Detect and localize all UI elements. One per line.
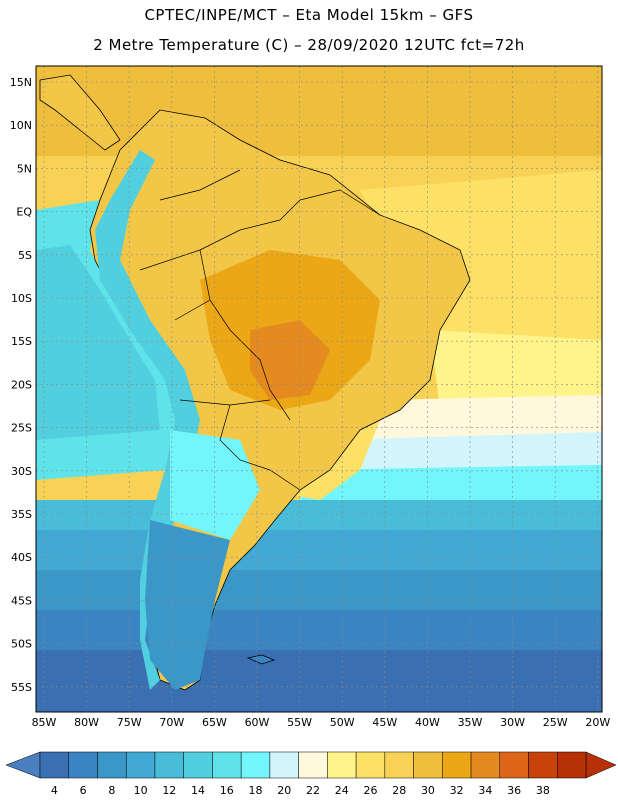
- colorbar-swatch: [97, 751, 127, 779]
- colorbar-swatch: [327, 751, 357, 779]
- latitude-label: 30S: [11, 465, 32, 478]
- colorbar-tick-label: 18: [249, 784, 263, 797]
- latitude-labels: 15N 10N 5N EQ 5S 10S 15S 20S 25S 30S 35S 40S 45S 50S 5…: [10, 76, 33, 694]
- latitude-label: 10S: [11, 292, 32, 305]
- longitude-label: 65W: [202, 716, 227, 729]
- colorbar-high-arrow: [585, 751, 617, 779]
- longitude-label: 70W: [159, 716, 184, 729]
- atlantic-yellow-band: [360, 170, 602, 380]
- latitude-label: 10N: [10, 119, 32, 132]
- colorbar-swatch: [269, 751, 299, 779]
- colorbar-tick-label: 14: [191, 784, 205, 797]
- mato-grosso-hottest-region: [250, 320, 330, 400]
- patagonia-cool-region: [145, 520, 230, 690]
- northern-warm-band: [36, 66, 602, 156]
- latitude-label: 5N: [17, 162, 32, 175]
- colorbar-tick-label: 32: [450, 784, 464, 797]
- colorbar-tick-label: 20: [277, 784, 291, 797]
- longitude-label: 55W: [287, 716, 312, 729]
- colorbar-tick-label: 26: [363, 784, 377, 797]
- country-boundaries: [139, 169, 381, 491]
- latitude-label: 15N: [10, 76, 32, 89]
- latitude-label: EQ: [16, 206, 32, 219]
- longitude-label: 80W: [74, 716, 99, 729]
- colorbar-swatch: [499, 751, 529, 779]
- colorbar-tick-label: 24: [335, 784, 349, 797]
- colorbar-swatch: [39, 751, 69, 779]
- longitude-label: 75W: [117, 716, 142, 729]
- chart-title-line-1: CPTEC/INPE/MCT – Eta Model 15km – GFS: [144, 6, 474, 24]
- colorbar-swatch: [183, 751, 213, 779]
- colorbar-swatch: [384, 751, 414, 779]
- latitude-label: 45S: [11, 594, 32, 607]
- longitude-label: 35W: [458, 716, 483, 729]
- colorbar-swatch: [442, 751, 472, 779]
- colorbar-swatch: [470, 751, 501, 779]
- longitude-label: 30W: [500, 716, 525, 729]
- colorbar: 4 6 8 10 12 14 16 18 20 22 24 26 28 30 32 34 36 38: [5, 751, 617, 797]
- colorbar-swatch: [125, 751, 156, 779]
- longitude-label: 20W: [585, 716, 610, 729]
- latitude-label: 40S: [11, 551, 32, 564]
- latitude-label: 50S: [11, 638, 32, 651]
- colorbar-tick-label: 34: [478, 784, 492, 797]
- longitude-labels: 85W 80W 75W 70W 65W 60W 55W 50W 45W 40W 35W 30W 25W 2…: [32, 716, 611, 729]
- chart-title-line-2: 2 Metre Temperature (C) – 28/09/2020 12U…: [93, 36, 525, 54]
- latitude-label: 55S: [11, 681, 32, 694]
- colorbar-tick-label: 4: [51, 784, 58, 797]
- colorbar-tick-label: 12: [162, 784, 176, 797]
- falkland-islands: [246, 654, 276, 665]
- colorbar-tick-label: 30: [421, 784, 435, 797]
- colorbar-tick-label: 38: [536, 784, 550, 797]
- colorbar-swatch: [240, 751, 271, 779]
- longitude-label: 40W: [415, 716, 440, 729]
- colorbar-tick-label: 16: [220, 784, 234, 797]
- colorbar-swatch: [298, 751, 328, 779]
- graticule: [36, 66, 602, 712]
- colorbar-tick-label: 6: [80, 784, 87, 797]
- latitude-label: 25S: [11, 422, 32, 435]
- andes-cool-strip: [95, 150, 200, 690]
- colorbar-tick-label: 22: [306, 784, 320, 797]
- longitude-label: 85W: [32, 716, 57, 729]
- south-blue-band-4: [36, 650, 602, 712]
- colorbar-swatch: [68, 751, 98, 779]
- colorbar-swatch: [355, 751, 386, 779]
- map-frame: [35, 65, 603, 713]
- colorbar-swatch: [528, 751, 558, 779]
- longitude-label: 25W: [543, 716, 568, 729]
- central-america: [39, 74, 121, 151]
- longitude-label: 45W: [372, 716, 397, 729]
- colorbar-swatch: [154, 751, 184, 779]
- colorbar-tick-label: 8: [108, 784, 115, 797]
- latitude-label: 15S: [11, 335, 32, 348]
- atlantic-cream-band: [360, 395, 602, 445]
- colorbar-swatch: [212, 751, 242, 779]
- latitude-label: 35S: [11, 508, 32, 521]
- colorbar-swatch: [557, 751, 587, 779]
- longitude-label: 50W: [330, 716, 355, 729]
- latitude-label: 5S: [18, 249, 32, 262]
- colorbar-tick-label: 10: [134, 784, 148, 797]
- colorbar-tick-label: 36: [507, 784, 521, 797]
- colorbar-low-arrow: [5, 751, 41, 779]
- colorbar-tick-label: 28: [392, 784, 406, 797]
- latitude-label: 20S: [11, 378, 32, 391]
- colorbar-swatch: [413, 751, 443, 779]
- temperature-field: [36, 66, 602, 712]
- longitude-label: 60W: [245, 716, 270, 729]
